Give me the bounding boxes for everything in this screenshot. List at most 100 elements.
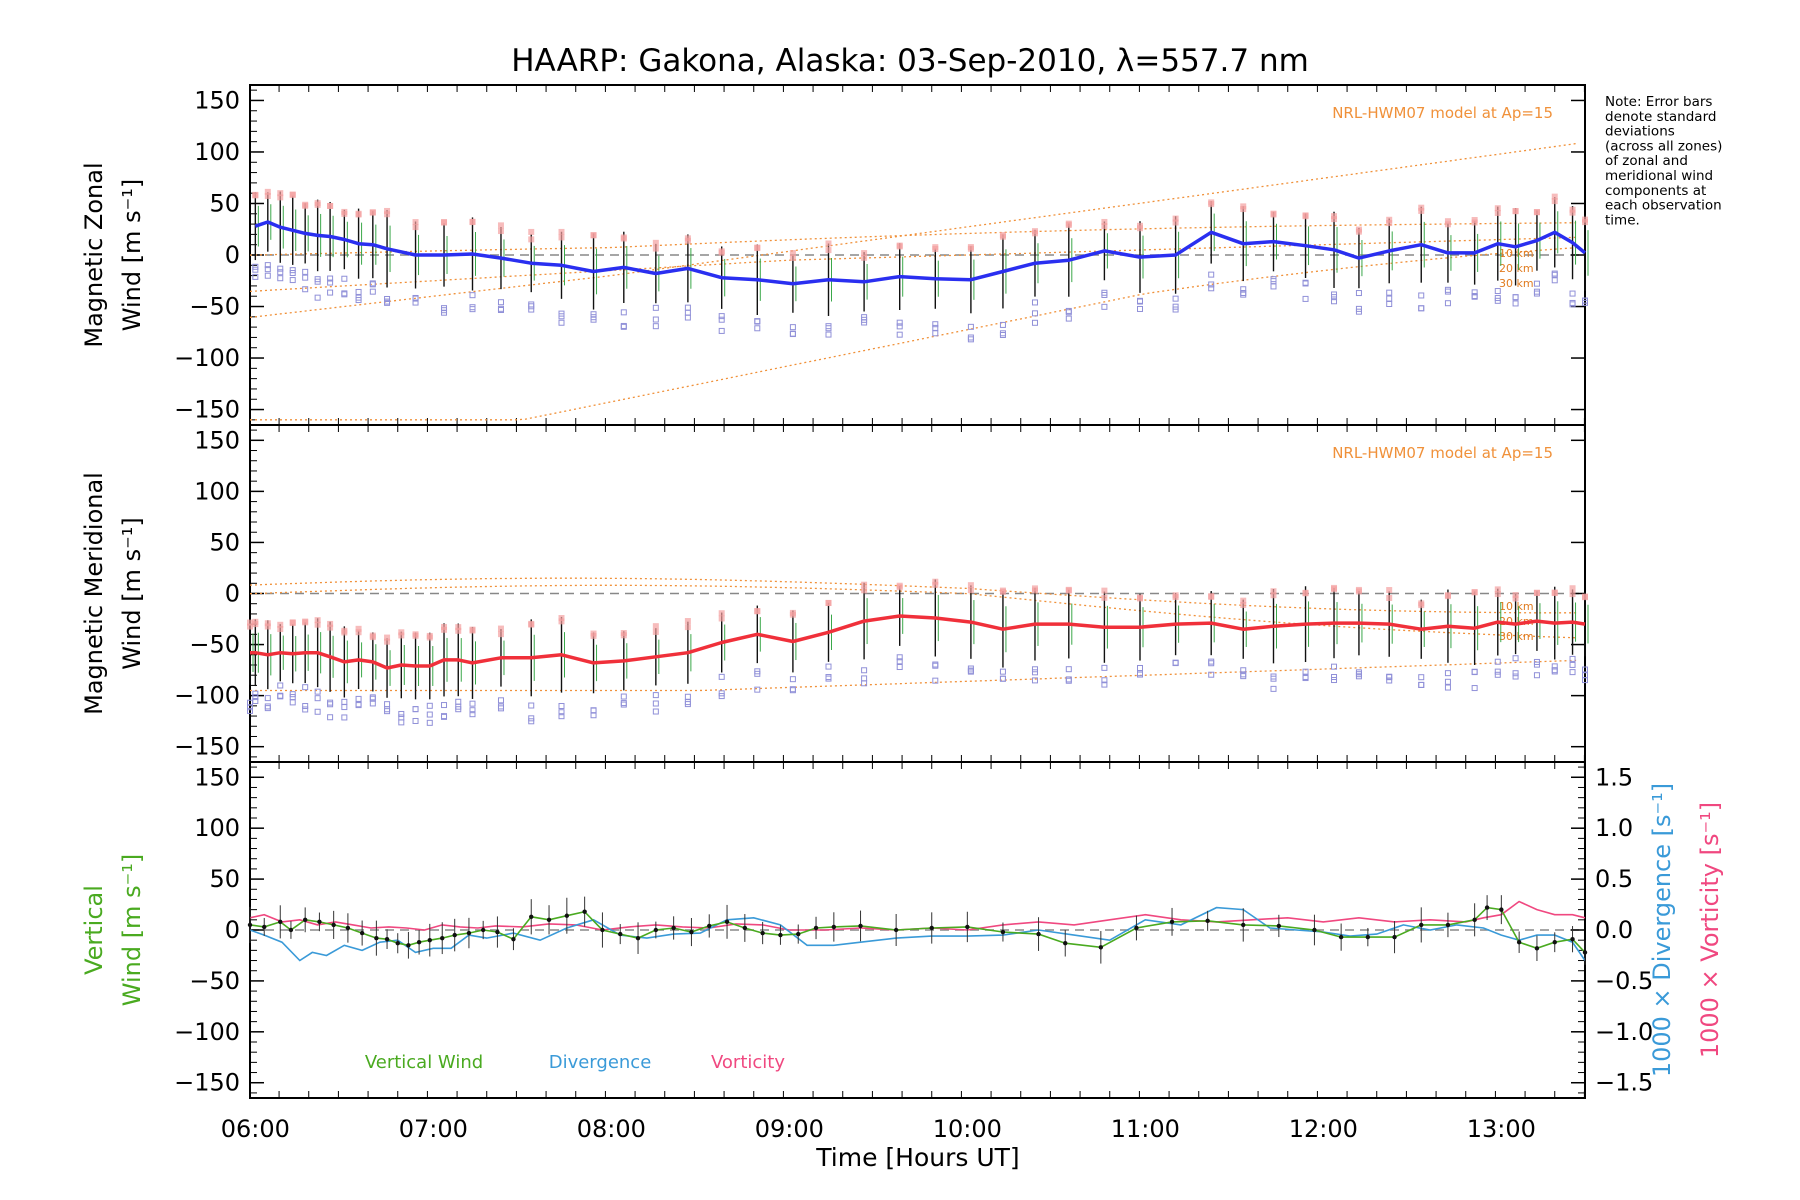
zone-marker [1137,298,1143,305]
zone-marker [355,695,362,702]
y-tick-label: −50 [189,293,240,321]
zone-marker [1386,587,1393,594]
zone-marker [327,275,334,282]
zone-marker [314,621,321,628]
vertical-wind-point [1499,907,1504,912]
vertical-wind-point [813,925,819,931]
zone-marker [1569,585,1576,592]
zone-marker [1240,673,1247,680]
legend-entry: Divergence [549,1052,652,1073]
zone-marker [497,705,504,712]
vertical-wind-point [1552,940,1557,945]
zone-marker [1137,305,1143,312]
zone-marker [1551,667,1558,674]
zone-marker [1208,201,1215,208]
vertical-wind-point [345,925,351,931]
vertical-wind-point [1484,905,1490,910]
zone-marker [302,201,309,208]
zone-marker [1512,673,1519,680]
note-line: of zonal and [1605,153,1688,169]
zone-marker [967,665,974,672]
zone-marker [341,290,348,297]
zone-marker [1065,676,1072,683]
zone-marker [896,664,903,671]
zone-marker [684,701,691,708]
zone-marker [1208,271,1215,278]
zone-marker [277,265,284,272]
zone-marker [384,299,391,306]
y-axis-label: Vertical [80,885,108,975]
zone-marker [1270,210,1277,217]
vertical-wind-point [582,909,587,914]
zone-marker [277,682,284,689]
zone-marker [528,702,535,709]
zone-marker [341,714,348,721]
zone-marker [620,322,627,329]
zone-marker [1582,677,1588,684]
zone-marker [384,708,391,715]
zone-marker [684,699,691,706]
zone-marker [1137,671,1143,678]
zone-marker [932,246,939,253]
right-y-tick-label: 1.0 [1595,814,1633,842]
zone-marker [1101,218,1108,225]
zone-marker [426,634,433,641]
zone-marker [825,674,832,681]
zone-marker [469,707,476,714]
zone-marker [652,304,659,311]
zone-marker [932,661,939,668]
zone-marker [302,703,309,710]
zone-marker [896,319,903,326]
y-tick-label: 50 [209,528,240,556]
zone-marker [384,638,391,645]
zone-marker [252,618,259,625]
zone-marker [967,668,974,675]
zone-marker [1208,658,1215,665]
zone-marker [1101,664,1108,671]
zone-marker [896,243,903,250]
zone-marker [1551,277,1558,284]
zone-marker [1065,307,1072,314]
zone-marker [277,692,284,699]
zone-marker [384,211,391,218]
vertical-wind-point [302,917,308,923]
zonal-wind-panel: 150 100 50 0 −50 −100 −150 Magnetic Zonal Wind [… [80,84,1589,426]
zone-marker [1582,666,1588,673]
vertical-wind-point [1063,941,1068,946]
vertical-wind-point [1169,919,1175,925]
vertical-wind-point [831,924,837,930]
zone-marker [1444,592,1451,599]
model-label: NRL-HWM07 model at Ap=15 [1332,104,1553,122]
zone-marker [861,587,868,594]
zone-marker [1471,685,1478,692]
zone-marker [789,687,796,694]
x-tick-label: 08:00 [577,1115,646,1143]
zone-marker [1386,673,1393,680]
zone-marker [861,581,868,588]
right-y-axis-label: 1000 × Vorticity [s⁻¹] [1696,802,1724,1058]
note-line: meridional wind [1605,168,1713,184]
zone-marker [441,309,448,316]
model-label: NRL-HWM07 model at Ap=15 [1332,444,1553,462]
zone-marker [369,632,376,639]
vertical-wind-point [262,924,267,930]
zone-marker [1331,584,1338,591]
zone-marker [1386,677,1393,684]
right-y-tick-label: 0.5 [1595,865,1633,893]
vertical-wind-point [689,929,694,935]
zone-marker [684,304,691,311]
zone-marker [1101,291,1108,298]
zone-marker [264,705,271,712]
zone-marker [1386,289,1393,296]
zone-marker [1386,220,1393,227]
model-curve [249,584,1577,639]
zone-marker [1302,295,1309,302]
zone-marker [1065,309,1072,316]
zone-marker [469,292,476,299]
zone-marker [652,323,659,330]
zone-marker [369,280,376,287]
zone-marker [684,235,691,242]
zone-marker [1569,290,1576,297]
zone-marker [1494,586,1501,593]
